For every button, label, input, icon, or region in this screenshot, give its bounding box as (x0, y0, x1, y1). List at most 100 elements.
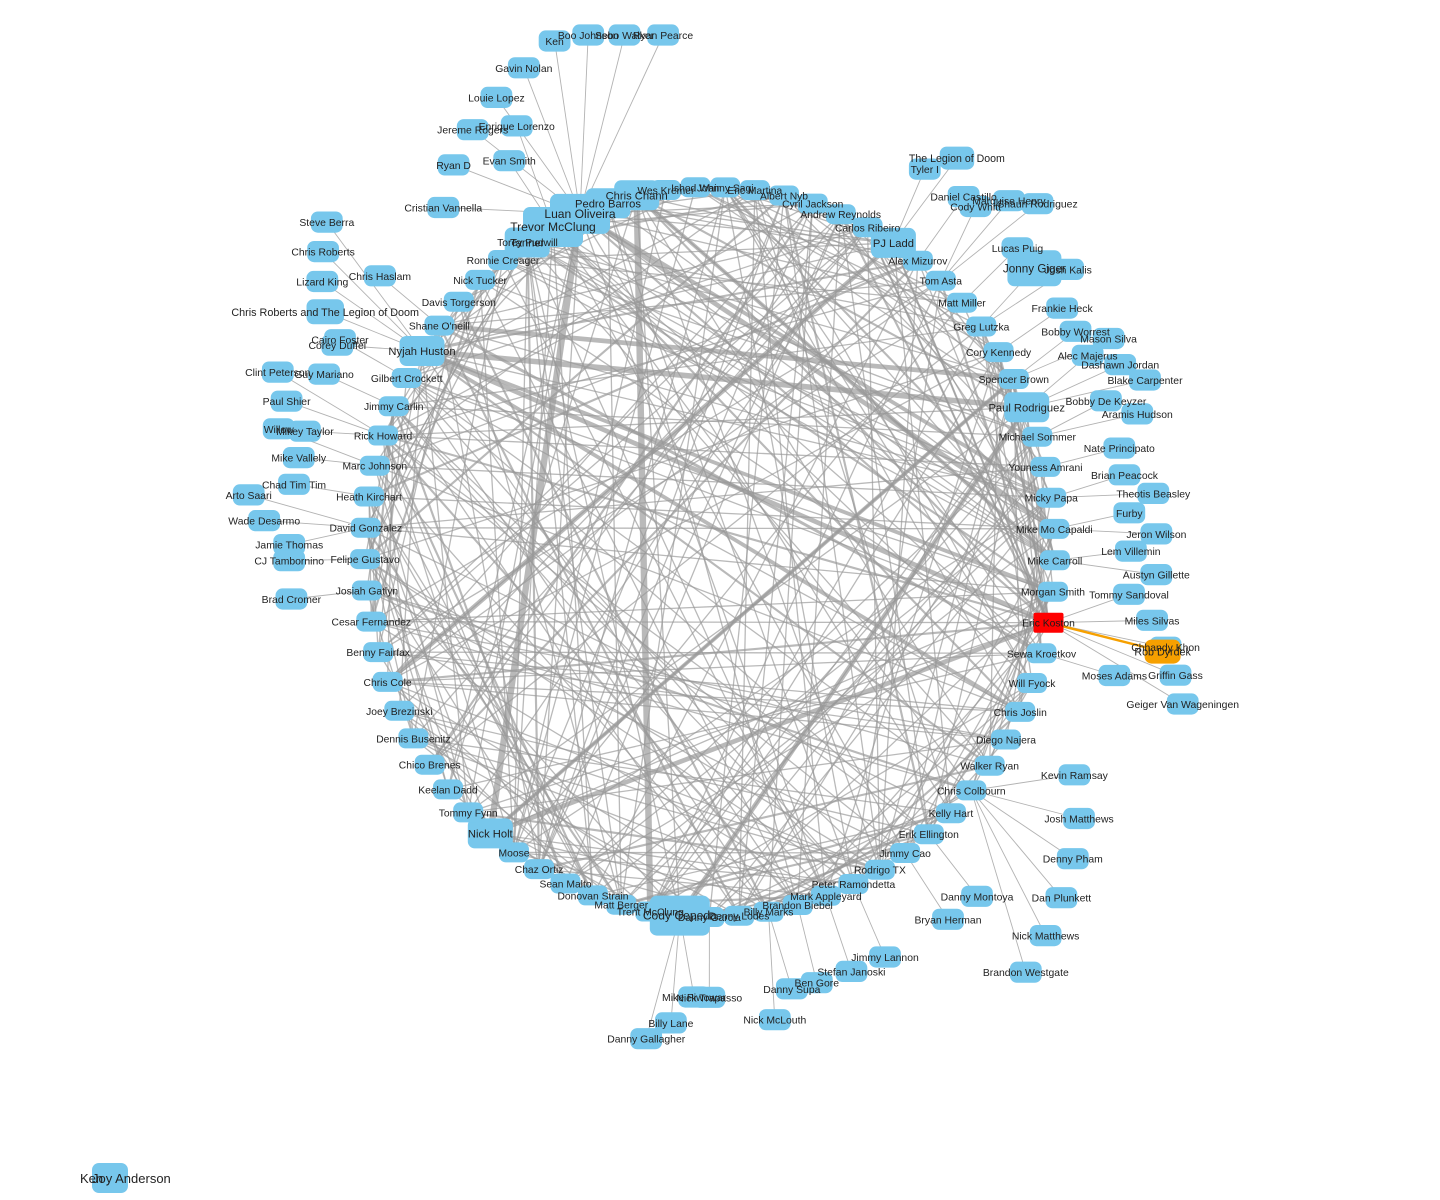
svg-text:Moose: Moose (499, 848, 530, 859)
svg-text:Josiah Gatlyn: Josiah Gatlyn (336, 587, 399, 598)
svg-text:David Gonzalez: David Gonzalez (329, 524, 402, 535)
svg-text:Aramis Hudson: Aramis Hudson (1102, 410, 1173, 421)
svg-text:Chad Tim Tim: Chad Tim Tim (262, 480, 326, 491)
svg-text:Bobby De Keyzer: Bobby De Keyzer (1065, 397, 1146, 408)
svg-text:Mike Vallely: Mike Vallely (271, 454, 326, 465)
svg-text:Bryan Herman: Bryan Herman (915, 915, 982, 926)
svg-text:Josh Kalis: Josh Kalis (1044, 265, 1091, 276)
svg-text:Jimmy Lannon: Jimmy Lannon (851, 953, 919, 964)
svg-text:Chris Joslin: Chris Joslin (994, 708, 1047, 719)
svg-text:Rick Howard: Rick Howard (354, 432, 413, 443)
svg-text:Youness Amrani: Youness Amrani (1008, 463, 1082, 474)
svg-text:Davis Torgerson: Davis Torgerson (422, 298, 496, 309)
svg-text:Felipe Gustavo: Felipe Gustavo (330, 555, 400, 566)
svg-text:Dan Plunkett: Dan Plunkett (1032, 894, 1092, 905)
svg-text:Shane O'neill: Shane O'neill (409, 322, 470, 333)
svg-text:Chris Haslam: Chris Haslam (349, 272, 411, 283)
svg-text:Walker Ryan: Walker Ryan (960, 762, 1019, 773)
svg-text:Daniel Castillo: Daniel Castillo (930, 193, 997, 204)
svg-text:Brandon Westgate: Brandon Westgate (983, 968, 1069, 979)
svg-text:Mike Carroll: Mike Carroll (1027, 556, 1082, 567)
svg-text:Mike Mo Capaldi: Mike Mo Capaldi (1016, 525, 1093, 536)
svg-text:Ryan Pearce: Ryan Pearce (633, 31, 693, 42)
svg-text:Brad Cromer: Brad Cromer (262, 595, 322, 606)
svg-text:Will Fyock: Will Fyock (1009, 679, 1057, 690)
svg-text:Carlos Ribeiro: Carlos Ribeiro (835, 223, 901, 234)
svg-text:Nick McLouth: Nick McLouth (743, 1016, 806, 1027)
svg-text:Austyn Gillette: Austyn Gillette (1123, 571, 1190, 582)
svg-text:Marc Johnson: Marc Johnson (342, 462, 407, 473)
svg-text:Miles Silvas: Miles Silvas (1125, 616, 1180, 627)
svg-text:Arto Saari: Arto Saari (226, 491, 272, 502)
svg-text:Nick Tucker: Nick Tucker (453, 276, 507, 287)
svg-text:Jimmy Cao: Jimmy Cao (879, 849, 931, 860)
svg-text:Kelly Hart: Kelly Hart (929, 809, 974, 820)
svg-text:Micky Papa: Micky Papa (1025, 494, 1078, 505)
svg-text:Sewa Kroetkov: Sewa Kroetkov (1007, 649, 1077, 660)
svg-text:Trevor McClung: Trevor McClung (510, 220, 596, 234)
svg-text:Tyler I: Tyler I (911, 165, 939, 176)
svg-text:Nick Trapasso: Nick Trapasso (676, 993, 742, 1004)
svg-text:Spencer Brown: Spencer Brown (979, 375, 1050, 386)
svg-text:Nyjah Huston: Nyjah Huston (388, 346, 455, 358)
svg-text:Paul Rodriguez: Paul Rodriguez (988, 402, 1065, 414)
svg-text:Shaun Rodriguez: Shaun Rodriguez (997, 200, 1077, 211)
svg-text:Chris Roberts: Chris Roberts (291, 248, 355, 259)
svg-text:Brian Peacock: Brian Peacock (1091, 471, 1159, 482)
svg-text:Rob Dyrdek: Rob Dyrdek (1134, 647, 1191, 659)
svg-text:Eric Koston: Eric Koston (1022, 619, 1075, 630)
svg-text:Greg Lutzka: Greg Lutzka (953, 323, 1009, 334)
svg-text:Jimmy Carlin: Jimmy Carlin (364, 402, 424, 413)
svg-text:Furby: Furby (1116, 509, 1143, 520)
svg-text:Ryan D: Ryan D (436, 161, 471, 172)
svg-text:Nate Principato: Nate Principato (1084, 444, 1155, 455)
svg-text:Michael Sommer: Michael Sommer (999, 433, 1077, 444)
svg-text:Ronnie Creager: Ronnie Creager (467, 256, 540, 267)
svg-text:Jamie Thomas: Jamie Thomas (255, 541, 323, 552)
svg-text:Willow: Willow (264, 425, 295, 436)
svg-text:Tommy Sandoval: Tommy Sandoval (1089, 590, 1169, 601)
svg-text:Billy Lane: Billy Lane (648, 1019, 693, 1030)
svg-text:Mason Silva: Mason Silva (1080, 335, 1137, 346)
svg-text:Moses Adams: Moses Adams (1082, 672, 1147, 683)
svg-text:Sean Malto: Sean Malto (539, 880, 591, 891)
svg-text:Dashawn Jordan: Dashawn Jordan (1081, 361, 1159, 372)
svg-text:Cairo Foster: Cairo Foster (311, 336, 369, 347)
svg-text:Griffin Gass: Griffin Gass (1148, 671, 1203, 682)
svg-text:PJ Ladd: PJ Ladd (873, 238, 914, 250)
svg-text:Blake Carpenter: Blake Carpenter (1107, 376, 1183, 387)
svg-text:Denny Pham: Denny Pham (1043, 855, 1103, 866)
svg-text:Geiger Van Wageningen: Geiger Van Wageningen (1126, 700, 1239, 711)
svg-text:Chico Brenes: Chico Brenes (399, 761, 461, 772)
svg-text:Tom Asta: Tom Asta (920, 277, 963, 288)
svg-text:Alex Mizurov: Alex Mizurov (888, 257, 948, 268)
svg-text:Andrew Reynolds: Andrew Reynolds (800, 210, 881, 221)
svg-text:Cyril Jackson: Cyril Jackson (782, 200, 843, 211)
svg-text:Chris Roberts and The Legion o: Chris Roberts and The Legion of Doom (231, 307, 419, 319)
svg-text:Rodrigo TX: Rodrigo TX (854, 866, 906, 877)
svg-text:Kevin Ramsay: Kevin Ramsay (1041, 771, 1109, 782)
svg-text:Matt Miller: Matt Miller (938, 299, 986, 310)
svg-text:Danny Montoya: Danny Montoya (941, 892, 1014, 903)
svg-text:Lucas Puig: Lucas Puig (992, 244, 1044, 255)
svg-text:Morgan Smith: Morgan Smith (1021, 588, 1085, 599)
svg-text:Clint Peterson: Clint Peterson (245, 368, 310, 379)
svg-text:Joey Brezinski: Joey Brezinski (366, 707, 432, 718)
svg-text:Nick Holt: Nick Holt (468, 828, 514, 840)
svg-text:Donovan Strain: Donovan Strain (558, 891, 629, 902)
svg-text:Lem Villemin: Lem Villemin (1101, 547, 1161, 558)
svg-text:Ben Gore: Ben Gore (795, 979, 840, 990)
svg-text:Torey Pudwill: Torey Pudwill (497, 238, 558, 249)
svg-text:Benny Fairfax: Benny Fairfax (346, 648, 410, 659)
svg-text:Frankie Heck: Frankie Heck (1031, 304, 1093, 315)
svg-text:Joy Anderson: Joy Anderson (92, 1171, 171, 1186)
svg-text:Josh Matthews: Josh Matthews (1044, 815, 1113, 826)
svg-text:Tommy Fynn: Tommy Fynn (439, 808, 498, 819)
svg-text:Heath Kirchart: Heath Kirchart (336, 493, 402, 504)
svg-text:Gilbert Crockett: Gilbert Crockett (371, 374, 443, 385)
svg-text:Diego Najera: Diego Najera (976, 736, 1036, 747)
svg-text:Evan Smith: Evan Smith (483, 157, 536, 168)
svg-text:Chris Colbourn: Chris Colbourn (937, 786, 1006, 797)
svg-text:Jeron Wilson: Jeron Wilson (1126, 530, 1186, 541)
svg-text:Cristian Vannella: Cristian Vannella (404, 204, 482, 215)
